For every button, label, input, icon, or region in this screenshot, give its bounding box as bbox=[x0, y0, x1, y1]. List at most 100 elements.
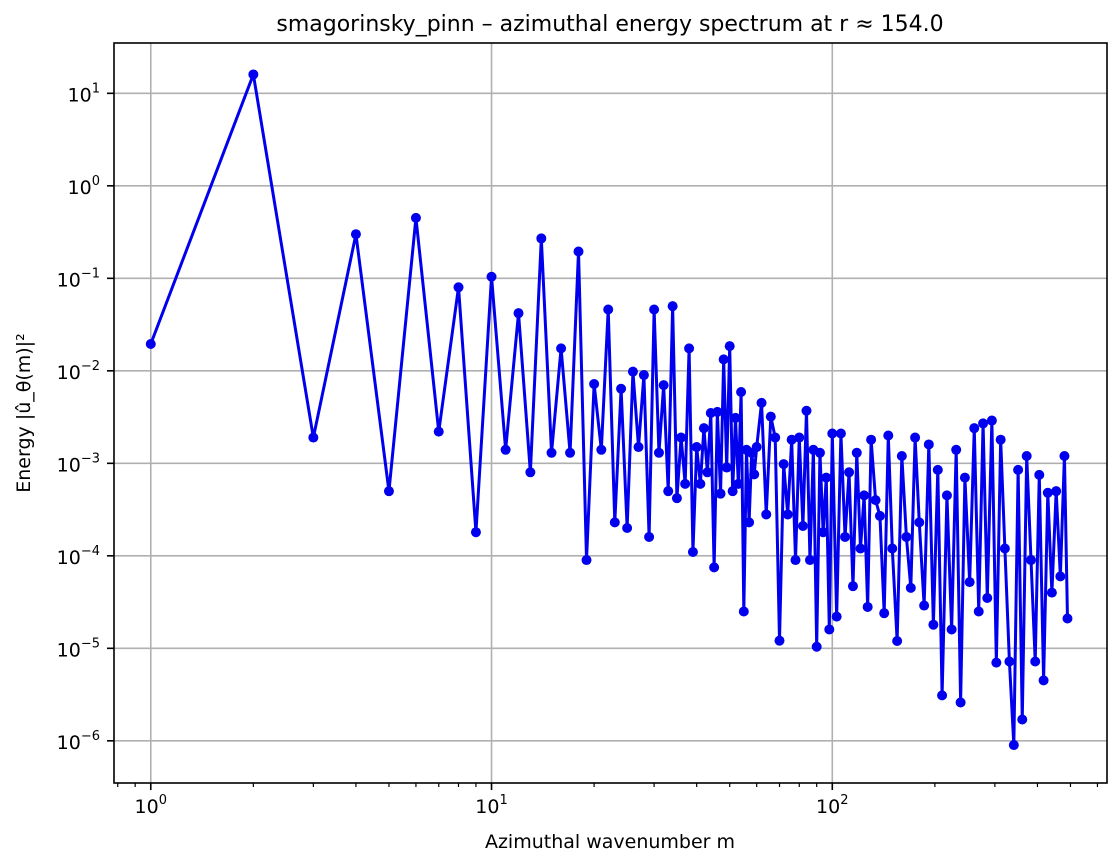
data-point bbox=[581, 555, 592, 566]
grid bbox=[114, 43, 1107, 783]
data-point bbox=[851, 447, 862, 458]
data-point bbox=[955, 697, 966, 708]
data-point bbox=[870, 495, 881, 506]
data-point bbox=[546, 447, 557, 458]
data-point bbox=[536, 233, 547, 244]
data-point bbox=[525, 467, 536, 478]
data-point bbox=[756, 397, 767, 408]
data-point bbox=[959, 472, 970, 483]
data-point bbox=[350, 229, 361, 240]
data-point bbox=[1017, 714, 1028, 725]
data-point bbox=[691, 442, 702, 453]
data-point bbox=[695, 478, 706, 489]
data-point bbox=[786, 434, 797, 445]
data-point bbox=[724, 341, 735, 352]
y-tick-label: 10−4 bbox=[57, 544, 100, 569]
data-point bbox=[684, 343, 695, 354]
data-point bbox=[814, 447, 825, 458]
data-point bbox=[840, 531, 851, 542]
data-point bbox=[721, 462, 732, 473]
data-point bbox=[715, 488, 726, 499]
data-point bbox=[910, 432, 921, 443]
data-point bbox=[433, 426, 444, 437]
data-point bbox=[744, 517, 755, 528]
data-point bbox=[827, 428, 838, 439]
data-point bbox=[727, 486, 738, 497]
y-tick-label: 10−1 bbox=[57, 266, 100, 291]
data-point bbox=[663, 486, 674, 497]
data-point bbox=[486, 271, 497, 282]
data-point bbox=[653, 447, 664, 458]
data-point bbox=[596, 444, 607, 455]
data-point bbox=[1038, 675, 1049, 686]
data-point bbox=[782, 509, 793, 520]
data-point bbox=[622, 522, 633, 533]
data-point bbox=[453, 282, 464, 293]
data-point bbox=[658, 380, 669, 391]
data-point bbox=[667, 301, 678, 312]
data-point bbox=[676, 432, 687, 443]
series-points bbox=[145, 69, 1073, 751]
data-point bbox=[644, 531, 655, 542]
data-point bbox=[627, 366, 638, 377]
y-tick-label: 10−3 bbox=[57, 451, 100, 476]
data-point bbox=[1030, 656, 1041, 667]
y-tick-label: 101 bbox=[68, 81, 100, 106]
data-point bbox=[855, 543, 866, 554]
data-point bbox=[1004, 656, 1015, 667]
data-point bbox=[831, 611, 842, 622]
data-point bbox=[978, 418, 989, 429]
data-point bbox=[892, 636, 903, 646]
data-point bbox=[973, 606, 984, 617]
data-point bbox=[923, 439, 934, 450]
data-point bbox=[801, 405, 812, 416]
data-point bbox=[308, 432, 319, 443]
data-point bbox=[556, 343, 567, 354]
data-point bbox=[932, 464, 943, 475]
data-point bbox=[765, 411, 776, 422]
data-point bbox=[887, 543, 898, 554]
data-point bbox=[919, 600, 930, 611]
data-point bbox=[1062, 613, 1073, 624]
data-point bbox=[751, 442, 762, 453]
data-point bbox=[874, 510, 885, 521]
data-point bbox=[1008, 740, 1019, 751]
data-point bbox=[1051, 486, 1062, 497]
data-point bbox=[946, 624, 957, 635]
data-point bbox=[410, 212, 421, 223]
data-point bbox=[633, 442, 644, 453]
data-point bbox=[470, 527, 481, 538]
data-point bbox=[879, 608, 890, 619]
data-point bbox=[1034, 469, 1045, 480]
data-point bbox=[603, 304, 614, 315]
data-point bbox=[738, 606, 749, 617]
data-point bbox=[969, 423, 980, 434]
x-tick-label: 101 bbox=[475, 793, 507, 818]
data-point bbox=[500, 444, 511, 455]
data-point bbox=[905, 582, 916, 593]
y-axis-label: Energy |û_θ(m)|² bbox=[13, 333, 35, 492]
x-axis-label: Azimuthal wavenumber m bbox=[485, 831, 735, 853]
data-point bbox=[565, 447, 576, 458]
data-point bbox=[248, 69, 259, 80]
data-point bbox=[702, 467, 713, 478]
data-point bbox=[712, 406, 723, 417]
data-point bbox=[638, 370, 649, 381]
data-point bbox=[941, 490, 952, 501]
data-point bbox=[1059, 451, 1070, 461]
x-tick-label: 100 bbox=[135, 793, 167, 818]
data-point bbox=[818, 527, 829, 538]
data-point bbox=[928, 619, 939, 630]
data-point bbox=[687, 547, 698, 557]
data-point bbox=[616, 383, 627, 394]
data-point bbox=[862, 601, 873, 612]
data-point bbox=[901, 531, 912, 542]
data-point bbox=[964, 577, 975, 588]
x-tick-label: 102 bbox=[816, 793, 848, 818]
data-point bbox=[824, 624, 835, 635]
ticks: 100 101 102 10−6 10−5 10−4 10−3 10−2 10−1 100 101 bbox=[57, 81, 1099, 818]
data-point bbox=[1026, 555, 1037, 566]
data-point bbox=[733, 478, 744, 489]
data-point bbox=[573, 246, 584, 257]
